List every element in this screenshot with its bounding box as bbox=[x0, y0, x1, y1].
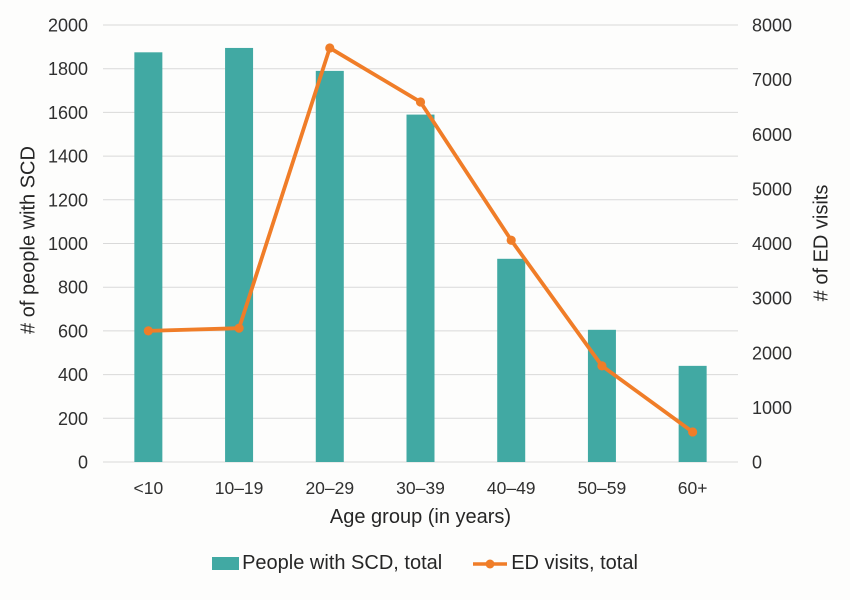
left-axis-tick-label: 400 bbox=[58, 365, 88, 385]
x-axis-category-label: 30–39 bbox=[396, 478, 445, 498]
left-axis-tick-label: 1200 bbox=[48, 190, 88, 210]
ed-visits-marker bbox=[597, 361, 607, 371]
legend-label-people-with-scd: People with SCD, total bbox=[242, 552, 443, 574]
left-axis-tick-label: 1600 bbox=[48, 103, 88, 123]
legend-label-ed-visits: ED visits, total bbox=[511, 552, 638, 574]
legend-item-people-with-scd: People with SCD, total bbox=[212, 552, 442, 575]
bar-people-with-scd bbox=[134, 52, 163, 462]
ed-visits-marker bbox=[325, 43, 335, 53]
bar-people-with-scd bbox=[315, 70, 344, 462]
right-axis-tick-label: 2000 bbox=[752, 343, 792, 363]
right-axis-tick-label: 3000 bbox=[752, 289, 792, 309]
right-y-axis-title: # of ED visits bbox=[810, 184, 833, 302]
bar-people-with-scd bbox=[678, 365, 707, 462]
bar-people-with-scd bbox=[225, 47, 254, 462]
plot-area: 0 200 400 600 800 1000 1200 1400 1600 1800 2000 0 10… bbox=[48, 16, 792, 499]
x-axis-title: Age group (in years) bbox=[329, 506, 512, 528]
left-axis-tick-label: 200 bbox=[58, 409, 88, 429]
x-axis-category-label: <10 bbox=[134, 478, 164, 498]
x-axis-category-label: 50–59 bbox=[578, 478, 627, 498]
left-y-axis-title: # of people with SCD bbox=[17, 146, 40, 334]
right-axis-tick-label: 8000 bbox=[752, 16, 792, 36]
right-axis-tick-label: 1000 bbox=[752, 398, 792, 418]
x-axis-category-label: 60+ bbox=[678, 478, 708, 498]
right-axis-tick-label: 4000 bbox=[752, 234, 792, 254]
left-axis-tick-label: 800 bbox=[58, 278, 88, 298]
bar-series-swatch-icon bbox=[212, 557, 240, 570]
left-axis-tick-label: 0 bbox=[78, 453, 88, 473]
ed-visits-marker bbox=[143, 326, 153, 336]
legend: People with SCD, total ED visits, total bbox=[0, 552, 850, 575]
left-axis-tick-label: 1400 bbox=[48, 147, 88, 167]
ed-visits-marker bbox=[415, 97, 426, 107]
x-axis-category-label: 20–29 bbox=[305, 478, 354, 498]
right-axis-tick-label: 0 bbox=[752, 453, 762, 473]
ed-visits-marker bbox=[234, 323, 244, 333]
left-axis-tick-label: 1800 bbox=[48, 59, 88, 79]
right-axis-tick-label: 6000 bbox=[752, 125, 792, 145]
legend-item-ed-visits: ED visits, total bbox=[472, 552, 638, 575]
x-axis-category-label: 40–49 bbox=[487, 478, 536, 498]
right-axis-tick-label: 7000 bbox=[752, 70, 792, 90]
ed-visits-marker bbox=[506, 235, 516, 245]
right-axis-tick-label: 5000 bbox=[752, 179, 792, 199]
ed-visits-marker bbox=[688, 427, 698, 437]
line-series-swatch-icon bbox=[472, 557, 508, 571]
bar-people-with-scd bbox=[497, 258, 526, 462]
left-axis-tick-label: 1000 bbox=[48, 234, 88, 254]
left-axis-tick-label: 600 bbox=[58, 321, 88, 341]
bar-people-with-scd bbox=[406, 114, 435, 463]
x-axis-category-label: 10–19 bbox=[215, 478, 264, 498]
left-axis-tick-label: 2000 bbox=[48, 16, 88, 36]
